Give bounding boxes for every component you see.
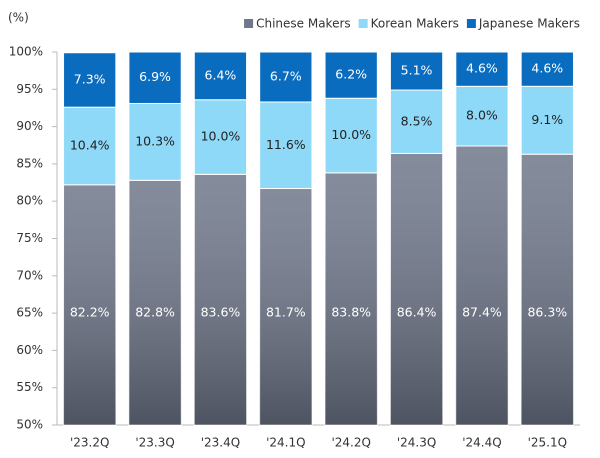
bar-segment [455, 85, 509, 147]
y-tick-label: 55% [16, 380, 43, 394]
x-tick-label: '23.3Q [135, 436, 174, 450]
bar-shade [325, 172, 378, 425]
value-label: 10.0% [331, 127, 371, 142]
bar-segment [520, 85, 574, 155]
value-label: 6.7% [270, 68, 302, 83]
value-label: 86.4% [397, 305, 437, 320]
bar-shade [63, 184, 116, 425]
value-label: 8.0% [466, 108, 498, 123]
y-tick-label: 100% [9, 45, 43, 59]
bar-shade [390, 153, 443, 425]
legend-label: Japanese Makers [478, 17, 580, 31]
value-label: 81.7% [266, 305, 306, 320]
bar-segment [324, 97, 378, 174]
legend-label: Chinese Makers [256, 17, 351, 31]
value-label: 6.4% [205, 67, 237, 82]
value-label: 10.4% [70, 137, 110, 152]
value-label: 9.1% [531, 112, 563, 127]
bar-segment [128, 102, 182, 181]
y-axis-label: (%) [8, 11, 29, 25]
value-label: 83.8% [331, 305, 371, 320]
y-tick-label: 85% [16, 156, 43, 170]
y-tick-label: 90% [16, 119, 43, 133]
bar-segment [63, 106, 117, 186]
value-label: 8.5% [401, 113, 433, 128]
value-label: 86.3% [527, 305, 567, 320]
x-tick-label: '24.2Q [331, 436, 370, 450]
bar-segment [520, 51, 574, 87]
x-tick-label: '25.1Q [528, 436, 567, 450]
bar-shade [259, 188, 312, 425]
value-label: 6.9% [139, 69, 171, 84]
value-label: 87.4% [462, 305, 502, 320]
value-label: 82.8% [135, 305, 175, 320]
value-label: 5.1% [401, 63, 433, 78]
value-label: 4.6% [531, 61, 563, 76]
bar-segment [455, 51, 509, 87]
y-tick-label: 70% [16, 268, 43, 282]
x-tick-label: '24.1Q [266, 436, 305, 450]
legend-label: Korean Makers [371, 17, 459, 31]
y-tick-label: 60% [16, 343, 43, 357]
value-label: 7.3% [74, 71, 106, 86]
value-label: 83.6% [201, 305, 241, 320]
x-tick-label: '24.4Q [462, 436, 501, 450]
y-tick-label: 65% [16, 306, 43, 320]
bar-shade [194, 174, 247, 425]
bar-segment [193, 99, 248, 175]
y-tick-label: 80% [16, 194, 43, 208]
bar-shade [128, 180, 182, 425]
bar-segment [259, 101, 313, 190]
legend-swatch [244, 19, 254, 28]
value-label: 4.6% [466, 61, 498, 76]
x-tick-label: '23.2Q [70, 436, 109, 450]
bar-shade [521, 154, 574, 425]
x-tick-label: '23.4Q [201, 436, 240, 450]
bar-segment [193, 51, 248, 101]
bar-segment [324, 51, 378, 99]
bar-shade [455, 145, 509, 425]
legend-swatch [466, 19, 476, 28]
y-tick-label: 50% [16, 418, 43, 432]
bar-segment [259, 51, 313, 103]
bar-segment [389, 51, 444, 91]
y-tick-label: 95% [16, 82, 43, 96]
y-tick-label: 75% [16, 231, 43, 245]
bar-segment [128, 51, 182, 104]
value-label: 11.6% [266, 137, 306, 152]
bar-segment [389, 89, 444, 154]
value-label: 6.2% [335, 67, 367, 82]
bar-segment [63, 52, 117, 108]
value-label: 10.0% [201, 129, 241, 144]
x-tick-label: '24.3Q [397, 436, 436, 450]
value-label: 82.2% [70, 305, 110, 320]
value-label: 10.3% [135, 133, 175, 148]
legend-swatch [358, 19, 368, 28]
